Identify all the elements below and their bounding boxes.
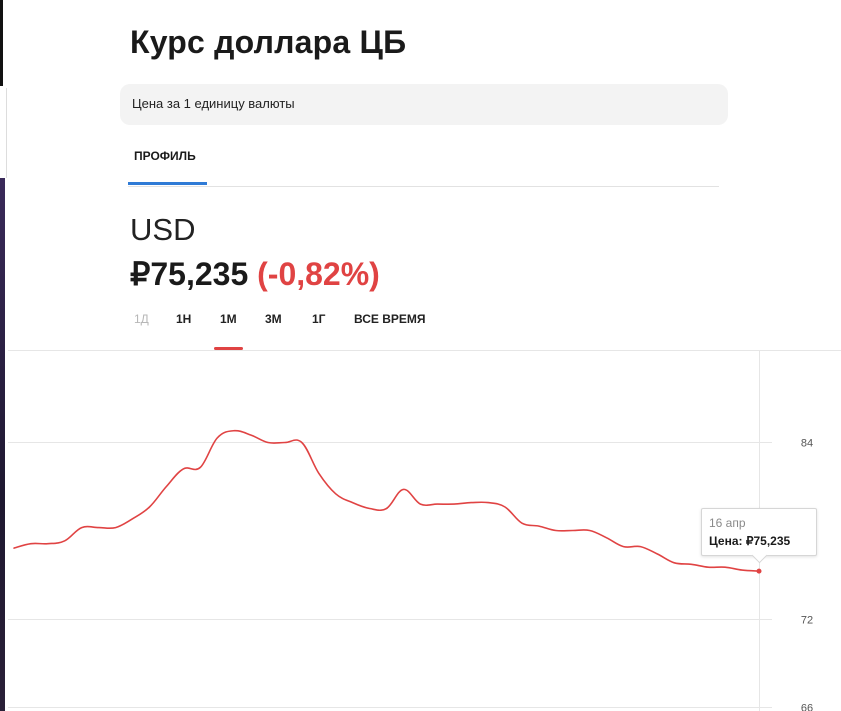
active-period-indicator (214, 347, 243, 350)
chart-point (453, 503, 455, 505)
chart-point (81, 527, 83, 529)
chart-point (741, 569, 743, 571)
background-window-strip (0, 178, 5, 711)
chart-point (30, 543, 32, 545)
current-price: ₽75,235 (130, 256, 249, 292)
tab-profile[interactable]: ПРОФИЛЬ (128, 146, 207, 185)
chart-point (267, 442, 269, 444)
chart-point (690, 563, 692, 565)
chart-points (13, 430, 762, 574)
price-unit-notice-text: Цена за 1 единицу валюты (132, 96, 295, 111)
chart-point (284, 442, 286, 444)
chart-grid (8, 442, 759, 708)
section-tabs: ПРОФИЛЬ (128, 146, 719, 187)
window-edge-left (0, 0, 3, 86)
chart-point (504, 506, 506, 508)
chart-point (301, 442, 303, 444)
period-3m-button[interactable]: 3М (265, 312, 282, 326)
price-chart[interactable]: 84 72 66 (0, 350, 841, 711)
chart-tooltip: 16 апр Цена: ₽75,235 (701, 508, 817, 564)
chart-point (250, 434, 252, 436)
price-line: ₽75,235 (-0,82%) (130, 255, 380, 293)
chart-point (335, 493, 337, 495)
chart-point (98, 527, 100, 529)
chart-point (132, 518, 134, 520)
chart-point (165, 486, 167, 488)
currency-ticker: USD (130, 212, 196, 247)
price-unit-notice: Цена за 1 единицу валюты (120, 84, 728, 125)
chart-point (369, 508, 371, 510)
chart-point (656, 553, 658, 555)
y-tick-label: 72 (801, 615, 813, 627)
chart-point (640, 546, 642, 548)
chart-point (149, 506, 151, 508)
chart-point (64, 540, 66, 542)
period-1d-button[interactable]: 1Д (134, 312, 149, 326)
page-title: Курс доллара ЦБ (130, 24, 407, 60)
chart-point (606, 537, 608, 539)
chart-point (589, 530, 591, 532)
tooltip-date: 16 апр (709, 516, 746, 530)
chart-point (386, 508, 388, 510)
chart-point (436, 503, 438, 505)
chart-point (318, 472, 320, 474)
chart-point (521, 522, 523, 524)
chart-point (572, 530, 574, 532)
chart-point (470, 502, 472, 504)
chart-point (538, 525, 540, 527)
chart-point (724, 566, 726, 568)
y-tick-label: 66 (801, 703, 813, 711)
period-all-time-button[interactable]: ВСЕ ВРЕМЯ (354, 312, 426, 326)
chart-point (402, 488, 404, 490)
period-1m-button[interactable]: 1М (220, 312, 237, 326)
chart-point (47, 543, 49, 545)
chart-point (182, 468, 184, 470)
chart-point (707, 566, 709, 568)
tooltip-value: Цена: ₽75,235 (709, 534, 791, 548)
window-divider (6, 88, 7, 178)
chart-point (199, 466, 201, 468)
chart-point (555, 530, 557, 532)
price-change: (-0,82%) (257, 256, 380, 292)
period-1w-button[interactable]: 1Н (176, 312, 192, 326)
chart-highlighted-point (756, 568, 762, 574)
chart-series-line (13, 429, 760, 572)
chart-y-axis: 84 72 66 (759, 438, 813, 711)
chart-point (419, 503, 421, 505)
y-tick-label: 84 (801, 438, 813, 450)
period-1y-button[interactable]: 1Г (312, 312, 326, 326)
chart-point (216, 437, 218, 439)
chart-point (623, 546, 625, 548)
chart-point (115, 527, 117, 529)
chart-point (13, 547, 15, 549)
chart-point (487, 502, 489, 504)
chart-point (233, 430, 235, 432)
chart-point (352, 502, 354, 504)
chart-point (673, 562, 675, 564)
